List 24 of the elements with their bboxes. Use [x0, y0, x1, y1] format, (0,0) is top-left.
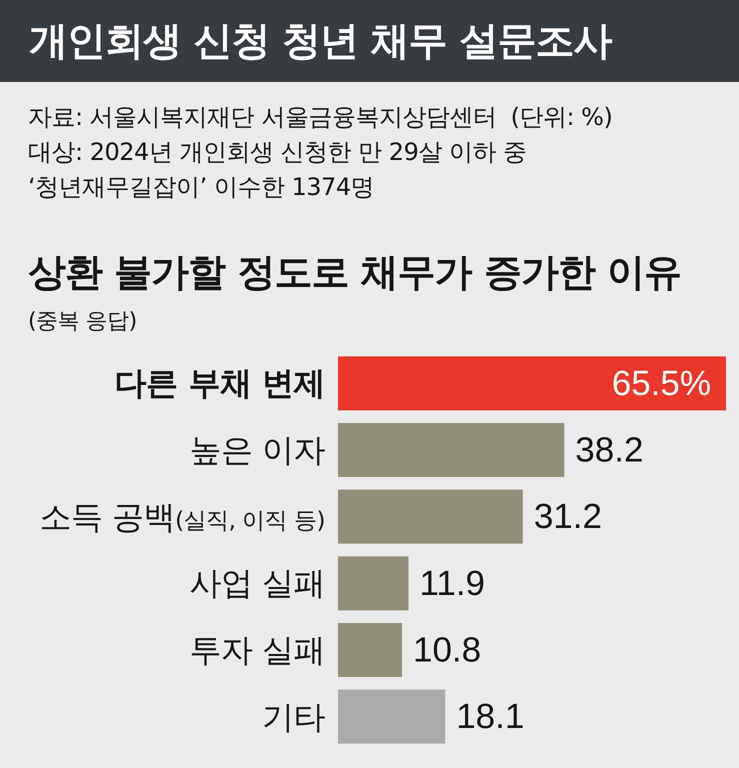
bar — [338, 623, 402, 677]
text: ‘청년재무길잡이’ 이수한 1374명 — [28, 172, 376, 203]
y-tick-label: 다른 부채 변제 — [114, 363, 325, 404]
y-tick-label: 소득 공백(실직, 이직 등) — [39, 496, 325, 538]
data-label: 18.1 — [456, 697, 524, 736]
data-label: 38.2 — [575, 430, 644, 470]
data-label: 11.9 — [419, 564, 486, 603]
chart-subtitle: 상환 불가할 정도로 채무가 증가한 이유 — [28, 250, 682, 294]
y-tick-label: 높은 이자 — [189, 430, 325, 470]
bar — [338, 690, 446, 744]
chart-title: 개인회생 신청 청년 채무 설문조사 — [29, 18, 612, 66]
bar — [338, 490, 523, 544]
text: 대상: 2024년 개인회생 신청한 만 29살 이하 중 — [28, 137, 528, 168]
y-tick-label: 기타 — [262, 696, 325, 737]
data-label: 65.5% — [612, 364, 711, 403]
data-label: 31.2 — [534, 497, 602, 536]
y-tick-label: 투자 실패 — [189, 630, 325, 670]
bar — [338, 423, 564, 477]
y-tick-label: 사업 실패 — [189, 563, 325, 604]
text: (중복 응답) — [28, 308, 138, 336]
text: 자료: 서울시복지재단 서울금융복지상담센터 (단위: %) — [28, 102, 614, 133]
data-label: 10.8 — [412, 630, 482, 670]
bar — [338, 556, 408, 610]
bar — [338, 356, 726, 410]
